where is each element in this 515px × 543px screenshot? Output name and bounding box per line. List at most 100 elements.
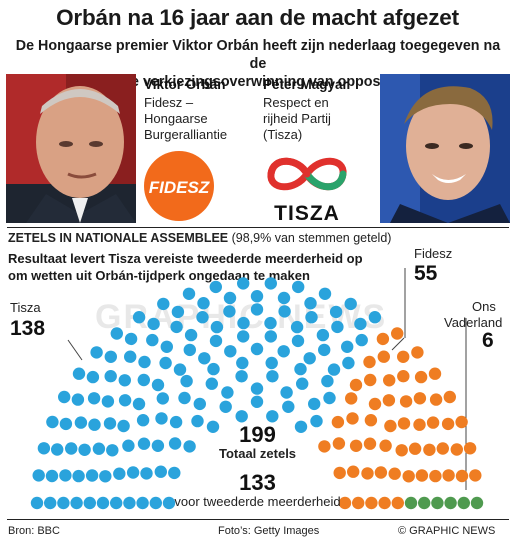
section-divider bbox=[7, 227, 509, 228]
seat-dot-tisza bbox=[290, 320, 304, 334]
seat-dot-tisza bbox=[138, 355, 151, 369]
seat-dot-tisza bbox=[88, 418, 101, 431]
seat-dot-tisza bbox=[44, 496, 57, 510]
seat-dot-tisza bbox=[264, 277, 277, 290]
photo-credit: Foto’s: Getty Images bbox=[218, 525, 320, 537]
seat-dot-tisza bbox=[65, 442, 78, 455]
seat-dot-tisza bbox=[122, 439, 135, 452]
seat-dot-tisza bbox=[294, 362, 307, 376]
total-seats-label: Totaal zetels bbox=[218, 446, 297, 461]
seat-dot-tisza bbox=[318, 287, 332, 300]
seat-dot-tisza bbox=[70, 496, 83, 510]
seat-dot-tisza bbox=[292, 280, 305, 294]
seat-dot-tisza bbox=[180, 374, 193, 388]
seat-dot-tisza bbox=[250, 395, 264, 408]
seat-dot-fidesz bbox=[349, 378, 363, 392]
majority-label: voor tweederde meerderheid bbox=[174, 494, 341, 509]
seat-dot-fidesz bbox=[368, 397, 382, 411]
seat-dot-tisza bbox=[151, 378, 165, 392]
seat-dot-tisza bbox=[321, 374, 334, 388]
seat-dot-tisza bbox=[110, 496, 123, 510]
seat-dot-tisza bbox=[87, 392, 101, 405]
seat-dot-tisza bbox=[30, 496, 44, 510]
seat-dot-tisza bbox=[183, 440, 196, 453]
section-heading-rest: (98,9% van stemmen geteld) bbox=[228, 231, 392, 245]
seat-dot-fidesz bbox=[397, 350, 410, 363]
seat-dot-fidesz bbox=[413, 392, 427, 405]
seat-dot-fidesz bbox=[436, 442, 449, 455]
seat-dot-tisza bbox=[113, 467, 126, 480]
seat-dot-fidesz bbox=[397, 417, 411, 430]
copyright: © GRAPHIC NEWS bbox=[398, 525, 496, 537]
seat-dot-tisza bbox=[83, 496, 97, 510]
seat-dot-fidesz bbox=[388, 467, 401, 480]
seat-dot-fidesz bbox=[391, 327, 404, 340]
seat-dot-fidesz bbox=[349, 439, 363, 452]
seat-dot-tisza bbox=[170, 320, 183, 334]
seat-dot-fidesz bbox=[429, 469, 442, 483]
seat-dot-fidesz bbox=[384, 419, 397, 433]
seat-dot-fidesz bbox=[352, 496, 365, 510]
seat-dot-tisza bbox=[154, 465, 167, 478]
seat-dot-tisza bbox=[46, 415, 59, 429]
seat-dot-tisza bbox=[250, 382, 264, 395]
seat-dot-tisza bbox=[250, 303, 264, 316]
seat-dot-tisza bbox=[59, 469, 72, 482]
seat-dot-tisza bbox=[101, 395, 115, 408]
fidesz-seats: 55 bbox=[414, 262, 438, 285]
seat-dot-tisza bbox=[209, 334, 223, 348]
seat-dot-fidesz bbox=[376, 332, 390, 346]
seat-dot-tisza bbox=[136, 496, 149, 510]
seat-dot-tisza bbox=[282, 400, 295, 413]
seat-dot-tisza bbox=[123, 496, 136, 510]
seat-dot-fidesz bbox=[318, 440, 331, 453]
seat-dot-tisza bbox=[266, 370, 279, 383]
seat-dot-tisza bbox=[151, 439, 165, 452]
seat-dot-fidesz bbox=[399, 395, 413, 408]
seat-dot-tisza bbox=[155, 412, 168, 425]
seat-dot-fidesz bbox=[333, 466, 346, 480]
section-note: Resultaat levert Tisza vereiste tweederd… bbox=[8, 250, 398, 284]
seat-dot-tisza bbox=[96, 496, 110, 510]
seat-dot-fidesz bbox=[391, 496, 404, 510]
seat-dot-tisza bbox=[250, 290, 264, 303]
seat-dot-tisza bbox=[196, 311, 209, 324]
seat-dot-ons-vaderland bbox=[431, 496, 444, 510]
seat-dot-fidesz bbox=[423, 443, 436, 456]
seat-dot-tisza bbox=[277, 345, 290, 358]
seat-dot-tisza bbox=[90, 346, 103, 359]
seat-dot-fidesz bbox=[414, 370, 428, 384]
right-party-line-3: (Tisza) bbox=[263, 127, 303, 142]
seat-dot-fidesz bbox=[377, 350, 390, 363]
seat-dot-ons-vaderland bbox=[418, 496, 431, 510]
seat-dot-tisza bbox=[184, 328, 198, 342]
seat-dot-tisza bbox=[169, 415, 183, 429]
seat-dot-tisza bbox=[118, 394, 132, 407]
seat-dot-tisza bbox=[78, 443, 91, 456]
seat-dot-tisza bbox=[86, 370, 100, 384]
seat-dot-fidesz bbox=[383, 374, 396, 387]
seat-dot-tisza bbox=[264, 330, 277, 343]
seat-dot-tisza bbox=[45, 469, 59, 483]
seat-dot-tisza bbox=[110, 327, 124, 340]
seat-dot-tisza bbox=[162, 496, 176, 510]
seat-dot-tisza bbox=[296, 377, 309, 390]
seat-dot-tisza bbox=[331, 320, 344, 334]
seat-dots bbox=[30, 277, 484, 510]
left-candidate-party: Fidesz – Hongaarse Burgeralliantie bbox=[144, 95, 227, 143]
right-candidate-name: Péter Magyar bbox=[263, 77, 348, 92]
seat-dot-tisza bbox=[124, 332, 138, 346]
seat-dot-tisza bbox=[193, 397, 206, 411]
seat-dot-tisza bbox=[85, 469, 99, 482]
seat-dot-tisza bbox=[178, 391, 191, 405]
fidesz-logo: FIDESZ bbox=[143, 150, 215, 227]
tisza-logo: TISZA bbox=[259, 148, 355, 229]
seat-dot-tisza bbox=[117, 419, 130, 433]
onsvaderland-seats: 6 bbox=[482, 329, 494, 352]
seat-dot-tisza bbox=[72, 367, 86, 380]
seat-dot-tisza bbox=[59, 417, 73, 431]
seat-dot-fidesz bbox=[450, 443, 463, 456]
seat-dot-ons-vaderland bbox=[470, 496, 484, 510]
seat-dot-fidesz bbox=[429, 393, 443, 406]
